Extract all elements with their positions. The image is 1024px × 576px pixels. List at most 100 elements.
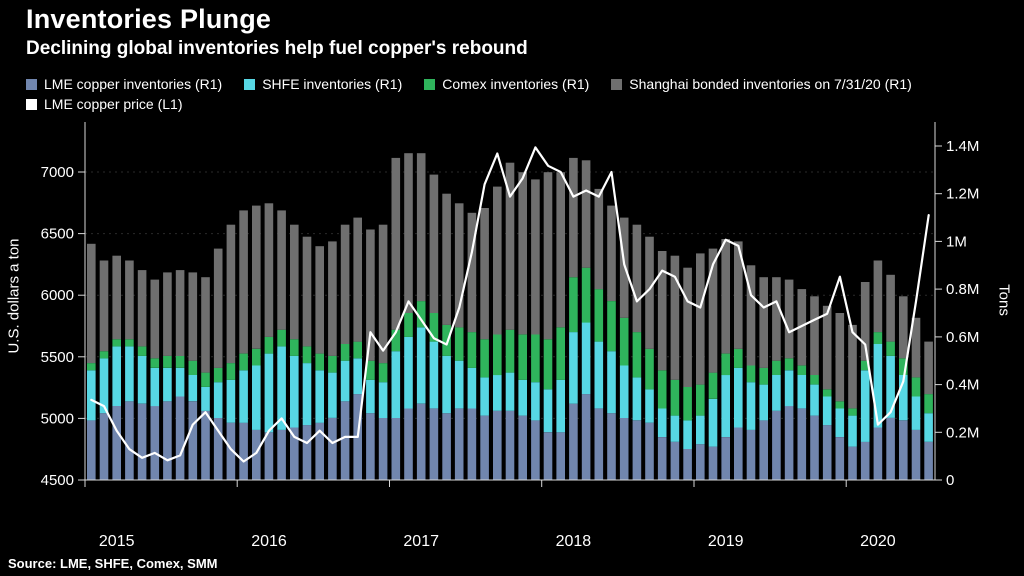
page-title: Inventories Plunge (26, 4, 272, 34)
bar-segment (772, 360, 781, 375)
bar-segment (581, 394, 591, 480)
bar-segment (556, 379, 565, 433)
legend-row-1: LME copper inventories (R1) SHFE invento… (26, 76, 934, 92)
bar-segment (721, 239, 730, 354)
legend-item-lme: LME copper inventories (R1) (26, 76, 222, 92)
bar-segment (721, 437, 730, 480)
bar-segment (480, 339, 489, 378)
right-tick-label: 1.4M (946, 138, 979, 155)
bar-segment (125, 260, 134, 340)
bar-segment (632, 332, 642, 378)
bar-segment (391, 157, 401, 330)
bar-segment (556, 327, 565, 380)
bar-segment (366, 413, 375, 480)
bar-segment (328, 355, 337, 373)
bar-segment (226, 224, 236, 364)
bar-segment (594, 289, 604, 342)
bar-segment (696, 253, 705, 385)
bar-segment (493, 334, 502, 376)
bar-segment (467, 212, 477, 333)
legend-label: Comex inventories (R1) (442, 76, 590, 92)
bar-segment (619, 317, 629, 366)
bar-segment (87, 243, 96, 364)
bar-segment (378, 224, 388, 364)
bar-segment (569, 277, 578, 333)
bar-segment (391, 351, 401, 418)
bar-segment (505, 162, 515, 330)
bar-segment (569, 157, 578, 278)
bar-segment (340, 224, 350, 344)
bar-segment (87, 420, 96, 480)
bar-segment (810, 375, 819, 385)
bar-segment (822, 389, 832, 397)
bar-segment (581, 267, 591, 323)
bar-segment (784, 370, 794, 407)
bar-segment (594, 341, 604, 409)
bar-segment (569, 332, 578, 404)
bar-segment (860, 282, 870, 361)
bar-segment (467, 367, 477, 409)
bar-segment (734, 241, 743, 349)
bar-segment (239, 353, 248, 371)
bar-segment (163, 272, 172, 356)
year-label: 2016 (251, 533, 287, 550)
bar-segment (734, 367, 743, 428)
legend-label: LME copper inventories (R1) (44, 76, 223, 92)
bar-segment (772, 375, 781, 411)
bar-segment (683, 267, 692, 387)
bar-segment (505, 372, 515, 411)
bar-segment (175, 367, 185, 397)
left-tick-label: 5500 (41, 349, 74, 366)
bar-segment (416, 153, 426, 302)
bar-segment (924, 413, 933, 442)
bar-segment (137, 403, 147, 480)
bar-segment (315, 422, 324, 480)
bar-segment (150, 279, 160, 359)
bar-segment (696, 444, 705, 480)
bar-segment (797, 289, 807, 366)
bar-segment (467, 408, 477, 480)
bar-segment (746, 265, 756, 366)
bar-segment (594, 188, 604, 290)
bar-segment (277, 210, 286, 330)
bar-segment (683, 387, 692, 421)
bar-segment (696, 415, 705, 445)
left-tick-label: 7000 (41, 164, 74, 181)
bar-segment (188, 401, 198, 480)
bar-segment (340, 401, 350, 480)
bar-segment (645, 236, 654, 349)
comex-swatch-icon (424, 78, 436, 90)
bar-segment (670, 441, 680, 480)
bar-segment (87, 363, 96, 371)
bar-segment (404, 408, 413, 480)
year-label: 2015 (99, 533, 135, 550)
bar-segment (328, 241, 337, 356)
bar-segment (429, 313, 439, 342)
bar-segment (581, 160, 591, 268)
bar-segment (378, 363, 388, 383)
bar-segment (480, 377, 489, 416)
bar-segment (594, 408, 604, 480)
bar-segment (835, 437, 845, 480)
bar-segment (353, 217, 362, 342)
bar-segment (239, 422, 248, 480)
bar-segment (163, 367, 172, 402)
bar-segment (708, 398, 718, 447)
bar-segment (226, 422, 236, 480)
bar-segment (264, 336, 274, 354)
bar-segment (708, 372, 718, 399)
bar-segment (810, 415, 819, 480)
bar-segment (899, 358, 908, 375)
bar-segment (899, 296, 908, 359)
bar-segment (112, 255, 121, 340)
bar-segment (188, 360, 198, 375)
bar-segment (531, 179, 540, 335)
bar-segment (797, 375, 807, 409)
bar-segment (99, 351, 109, 359)
bar-segment (366, 229, 375, 361)
bar-segment (696, 384, 705, 416)
bar-segment (759, 277, 768, 368)
left-tick-label: 6000 (41, 287, 74, 304)
bar-segment (645, 422, 654, 480)
bar-segment (378, 418, 388, 480)
